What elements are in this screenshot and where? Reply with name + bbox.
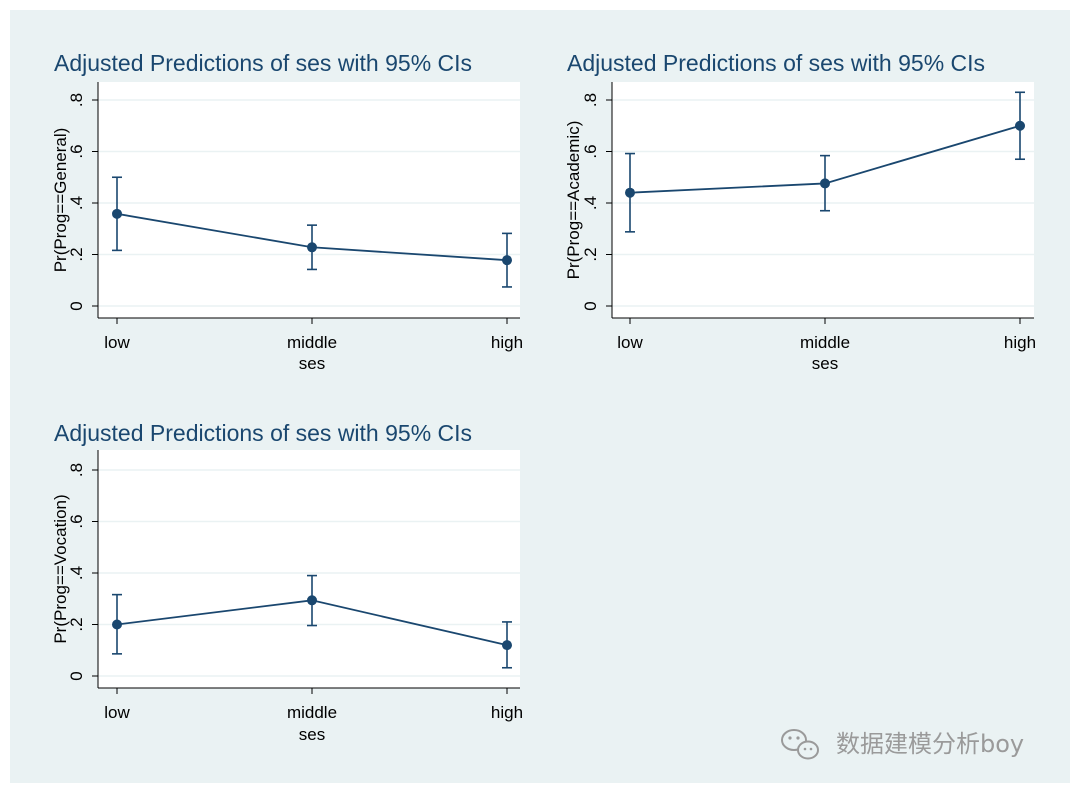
x-tick-label: low [104,333,130,352]
x-tick-label: middle [287,333,337,352]
x-tick-label: high [491,703,523,722]
y-tick-label: .6 [67,514,86,528]
y-tick-label: .6 [67,144,86,158]
x-axis-title: ses [299,725,325,744]
chart-title: Adjusted Predictions of ses with 95% CIs [567,50,985,76]
y-tick-label: 0 [67,301,86,310]
data-point [1015,120,1025,131]
chart-title: Adjusted Predictions of ses with 95% CIs [54,50,472,76]
x-tick-label: high [1004,333,1036,352]
y-tick-label: 0 [67,671,86,680]
chart-panel-2: 0 .2 .4 .6 .8 low middle high Adjusted Predictio… [564,50,1036,373]
x-tick-label: high [491,333,523,352]
plot-area [612,82,1034,318]
data-point [502,640,512,651]
y-axis-title: Pr(Prog==Academic) [564,121,583,280]
x-tick-label: middle [800,333,850,352]
data-point [112,208,122,219]
y-tick-label: .2 [581,247,600,261]
y-tick-label: .6 [581,144,600,158]
x-axis-title: ses [812,354,838,373]
data-point [625,187,635,198]
data-point [502,255,512,266]
y-tick-label: .8 [67,93,86,107]
y-tick-label: .8 [67,463,86,477]
chart-panel-1: 0 .2 .4 .6 .8 low middle high Adjusted Predictio… [51,50,523,373]
y-tick-label: .4 [67,566,86,580]
y-tick-label: .4 [581,196,600,210]
plot-area [98,82,520,318]
x-tick-label: low [617,333,643,352]
y-tick-label: .2 [67,617,86,631]
x-axis-title: ses [299,354,325,373]
y-tick-label: .2 [67,247,86,261]
y-tick-label: 0 [581,301,600,310]
data-point [112,619,122,630]
data-point [307,242,317,253]
data-point [307,595,317,606]
watermark: 数据建模分析boy [781,729,1024,760]
y-tick-label: .8 [581,93,600,107]
x-tick-label: low [104,703,130,722]
watermark-text: 数据建模分析boy [836,730,1024,758]
wechat-icon [781,729,819,760]
plot-area [98,450,520,688]
chart-title: Adjusted Predictions of ses with 95% CIs [54,420,472,446]
chart-panel-3: 0 .2 .4 .6 .8 low middle high Adjusted Predictio… [51,420,523,744]
y-axis-title: Pr(Prog==General) [51,128,70,273]
data-point [820,178,830,189]
y-axis-title: Pr(Prog==Vocation) [51,494,70,643]
y-tick-label: .4 [67,196,86,210]
x-tick-label: middle [287,703,337,722]
